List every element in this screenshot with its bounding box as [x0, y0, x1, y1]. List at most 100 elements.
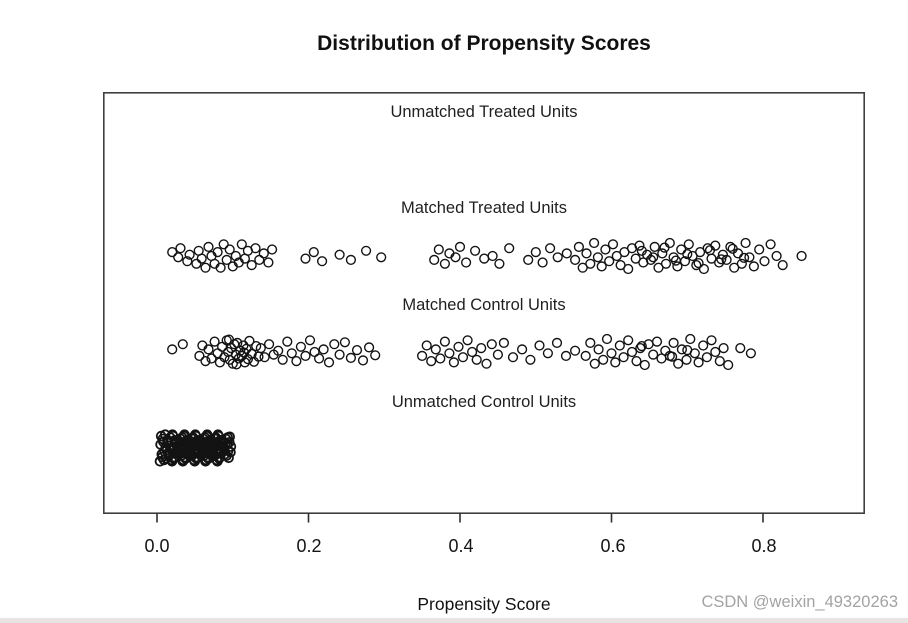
- data-point: [277, 354, 288, 365]
- data-point: [481, 358, 492, 369]
- data-point: [201, 429, 213, 441]
- data-point: [291, 356, 302, 367]
- data-point: [607, 239, 619, 250]
- row-label-matched-control: Matched Control Units: [402, 296, 566, 314]
- data-point: [250, 243, 261, 254]
- data-point: [304, 335, 316, 346]
- data-point: [585, 258, 596, 269]
- data-point: [345, 254, 357, 266]
- data-point: [439, 258, 451, 269]
- data-point: [200, 262, 211, 273]
- data-point: [494, 258, 505, 269]
- data-point: [765, 239, 776, 250]
- data-point: [317, 256, 328, 267]
- data-point: [636, 341, 647, 352]
- series-unmatched-control-units: [154, 429, 237, 467]
- data-point: [196, 253, 207, 264]
- data-point: [759, 256, 770, 267]
- data-point: [672, 261, 683, 272]
- data-point: [251, 341, 262, 352]
- data-point: [685, 333, 696, 345]
- data-point: [648, 349, 659, 360]
- data-point: [588, 237, 600, 249]
- data-point: [754, 244, 765, 255]
- data-point: [295, 341, 307, 352]
- x-tick-label: 0.8: [751, 536, 777, 556]
- data-point: [516, 344, 528, 355]
- data-point: [740, 237, 751, 249]
- chart-title: Distribution of Propensity Scores: [317, 32, 651, 55]
- x-tick-label: 0.2: [296, 536, 322, 556]
- data-point: [623, 263, 634, 275]
- bottom-accent-bar: [0, 618, 908, 623]
- x-axis-ticks: [156, 513, 764, 523]
- data-point: [698, 340, 709, 351]
- data-point: [683, 239, 694, 250]
- series-matched-control-units: [167, 333, 757, 371]
- data-point: [267, 244, 278, 255]
- data-point: [659, 242, 670, 253]
- data-point: [259, 352, 270, 363]
- data-point: [639, 359, 650, 371]
- data-point: [215, 262, 226, 273]
- data-point: [429, 254, 440, 266]
- data-point: [673, 358, 684, 369]
- data-point: [745, 348, 757, 359]
- x-tick-label: 0.4: [448, 536, 474, 556]
- data-point: [723, 359, 734, 371]
- data-point: [735, 343, 746, 354]
- data-point: [626, 346, 638, 358]
- row-label-unmatched-treated: Unmatched Treated Units: [390, 103, 578, 121]
- data-point: [361, 245, 372, 256]
- data-point: [236, 239, 247, 250]
- data-point: [461, 257, 472, 268]
- data-point: [203, 344, 214, 355]
- data-point: [573, 241, 585, 253]
- data-point: [693, 258, 704, 269]
- data-point: [471, 354, 482, 365]
- data-point: [179, 429, 190, 441]
- row-label-matched-treated: Matched Treated Units: [401, 199, 567, 217]
- data-point: [725, 241, 736, 253]
- data-point: [444, 348, 455, 359]
- data-point: [334, 249, 345, 260]
- data-point: [660, 258, 672, 269]
- data-point: [796, 250, 807, 262]
- data-point: [470, 245, 481, 256]
- data-point: [308, 247, 319, 258]
- data-point: [433, 244, 444, 255]
- x-tick-label: 0.0: [144, 536, 170, 556]
- data-point: [560, 350, 572, 362]
- data-point: [589, 358, 600, 369]
- data-point: [610, 357, 621, 368]
- data-point: [736, 258, 747, 269]
- data-point: [231, 359, 242, 370]
- data-point: [225, 441, 237, 452]
- data-point: [203, 241, 214, 253]
- data-point: [244, 335, 255, 347]
- data-point: [716, 254, 727, 265]
- data-point: [173, 252, 184, 263]
- data-point: [600, 244, 611, 255]
- data-point: [534, 340, 545, 351]
- data-point: [523, 254, 534, 266]
- data-point: [623, 335, 634, 346]
- data-point: [194, 350, 205, 362]
- row-label-unmatched-control: Unmatched Control Units: [391, 393, 577, 411]
- data-point: [604, 256, 615, 267]
- data-point: [364, 342, 375, 353]
- data-point: [718, 343, 729, 354]
- data-point: [544, 243, 556, 254]
- data-point: [581, 248, 592, 259]
- data-point: [670, 255, 682, 266]
- data-point: [318, 344, 329, 355]
- data-point: [631, 356, 642, 367]
- data-point: [710, 346, 721, 358]
- data-point: [704, 245, 716, 256]
- data-point: [648, 252, 659, 263]
- data-point: [777, 260, 788, 271]
- data-point: [439, 336, 451, 347]
- data-point: [224, 431, 236, 443]
- data-point: [196, 444, 207, 456]
- data-point: [454, 241, 466, 253]
